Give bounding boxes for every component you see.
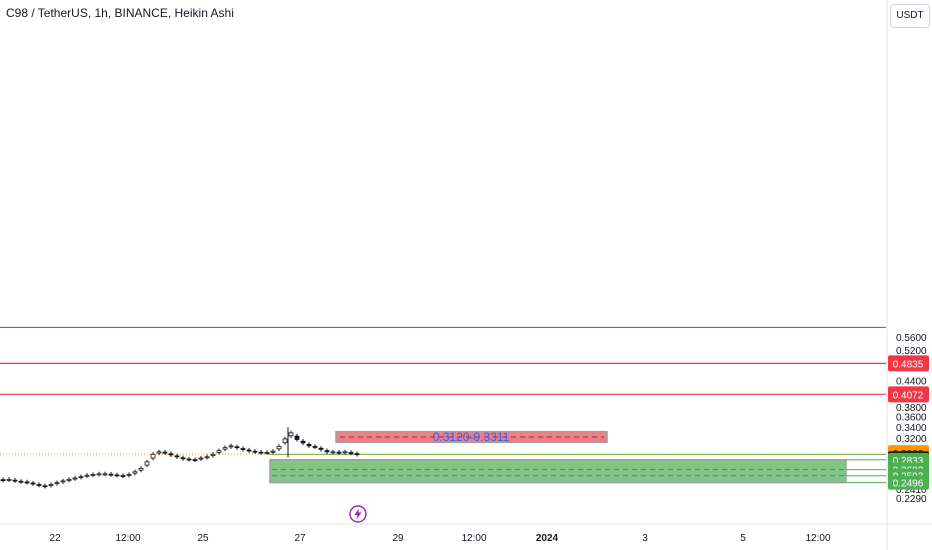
price-tick-label: 0.2290 xyxy=(896,494,927,505)
candle-body xyxy=(234,446,240,449)
candle-body xyxy=(240,448,246,450)
candle-body xyxy=(120,475,126,477)
candle-body xyxy=(282,438,288,444)
resistance-price-label: 0.4072 xyxy=(893,390,924,401)
candle-body xyxy=(318,447,324,450)
lightning-bolt-icon[interactable] xyxy=(349,505,367,523)
currency-button[interactable]: USDT xyxy=(890,4,930,28)
candle-body xyxy=(168,453,174,456)
candle-body xyxy=(330,451,336,454)
time-tick-label: 25 xyxy=(197,533,209,544)
green-zone-price-tag xyxy=(888,475,929,490)
price-tick-label: 0.3400 xyxy=(896,423,927,434)
time-tick-label: 12:00 xyxy=(115,533,140,544)
candle-body xyxy=(354,453,360,456)
time-tick-label: 27 xyxy=(294,533,306,544)
price-tick-label: 0.3200 xyxy=(896,434,927,445)
candle-body xyxy=(210,453,216,456)
price-tick-label: 0.4400 xyxy=(896,376,927,387)
candle-body xyxy=(324,450,330,453)
candle-body xyxy=(78,476,84,479)
price-tick-label: 0.2410 xyxy=(896,485,927,496)
time-tick-label: 3 xyxy=(642,533,648,544)
red-resistance-zone xyxy=(335,430,608,444)
candle-body xyxy=(216,450,222,453)
candle-body xyxy=(54,482,60,485)
candle-body xyxy=(114,474,120,477)
candles-group xyxy=(0,427,360,489)
candle-body xyxy=(48,484,54,486)
candle-body xyxy=(312,446,318,448)
candle-body xyxy=(342,451,348,454)
green-zone-price-label: 0.2496 xyxy=(893,479,924,490)
candle-body xyxy=(264,452,270,454)
candle-body xyxy=(72,477,78,480)
time-tick-label: 12:00 xyxy=(805,533,830,544)
candle-body xyxy=(60,480,66,483)
time-tick-label: 12:00 xyxy=(461,533,486,544)
candle-body xyxy=(84,474,90,477)
price-tick-label: 0.3800 xyxy=(896,403,927,414)
candle-body xyxy=(150,453,156,459)
candle-body xyxy=(144,461,150,466)
candle-body xyxy=(198,457,204,460)
candle-body xyxy=(180,457,186,460)
candle-body xyxy=(186,458,192,461)
candle-body xyxy=(0,479,6,482)
price-tick-label: 0.5200 xyxy=(896,346,927,357)
price-tick-label: 0.3600 xyxy=(896,413,927,424)
candle-body xyxy=(36,484,42,486)
candle-body xyxy=(276,446,282,450)
candle-body xyxy=(222,447,228,450)
time-tick-label: 29 xyxy=(392,533,404,544)
green-zone-price-label: 0.2833 xyxy=(893,456,924,467)
candle-body xyxy=(258,451,264,454)
candle-body xyxy=(300,440,306,444)
candle-body xyxy=(18,480,24,483)
candle-body xyxy=(24,481,30,484)
chart-title: C98 / TetherUS, 1h, BINANCE, Heikin Ashi xyxy=(6,6,234,20)
red-zone-label: 0.3120-0.3311 xyxy=(433,430,510,444)
green-support-zone xyxy=(269,459,847,484)
candle-body xyxy=(348,452,354,454)
candle-body xyxy=(96,473,102,476)
candle-body xyxy=(336,451,342,454)
time-tick-label: 2024 xyxy=(536,533,559,544)
candle-body xyxy=(306,443,312,447)
candle-body xyxy=(30,482,36,485)
candle-body xyxy=(90,474,96,476)
candle-body xyxy=(126,474,132,476)
candle-body xyxy=(192,459,198,462)
resistance-price-tag xyxy=(888,355,929,372)
candle-body xyxy=(162,451,168,454)
time-tick-label: 5 xyxy=(740,533,746,544)
candle-body xyxy=(204,456,210,459)
candle-body xyxy=(252,450,258,453)
candle-body xyxy=(42,485,48,488)
candle-body xyxy=(246,449,252,452)
price-tick-label: 0.5600 xyxy=(896,333,927,344)
candle-body xyxy=(288,432,294,437)
candle-body xyxy=(108,473,114,476)
candle-body xyxy=(132,471,138,474)
candle-body xyxy=(270,450,276,453)
time-tick-label: 22 xyxy=(49,533,61,544)
candle-body xyxy=(174,455,180,458)
candle-body xyxy=(102,473,108,476)
candle-body xyxy=(294,435,300,440)
resistance-price-tag xyxy=(888,386,929,403)
candle-body xyxy=(6,479,12,481)
resistance-price-label: 0.4835 xyxy=(893,359,924,370)
candle-body xyxy=(12,479,18,482)
candle-body xyxy=(66,479,72,481)
candle-body xyxy=(156,451,162,454)
candle-body xyxy=(228,445,234,448)
candle-body xyxy=(138,468,144,471)
